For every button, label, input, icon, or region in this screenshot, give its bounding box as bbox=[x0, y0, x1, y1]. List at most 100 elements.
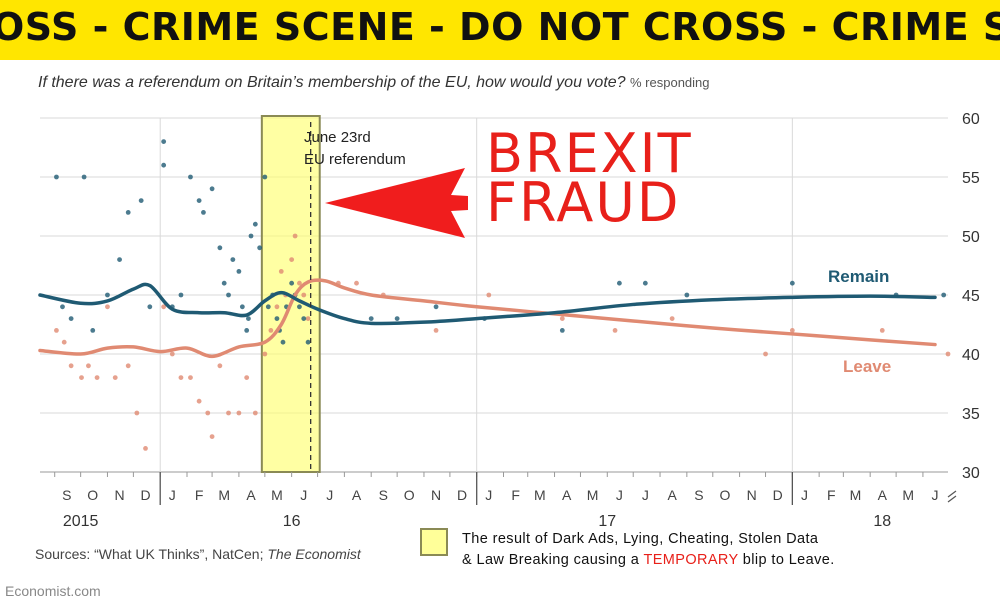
remain-poll-dot bbox=[789, 280, 795, 286]
leave-poll-dot bbox=[244, 375, 250, 380]
remain-poll-dot bbox=[178, 292, 184, 298]
y-tick-label: 35 bbox=[962, 406, 980, 423]
leave-poll-dot bbox=[354, 280, 359, 286]
remain-poll-dot bbox=[941, 292, 947, 298]
leave-poll-dot bbox=[879, 328, 885, 333]
leave-poll-dot bbox=[112, 375, 118, 380]
remain-poll-dot bbox=[616, 280, 622, 286]
remain-poll-dot bbox=[209, 186, 215, 192]
red-arrow bbox=[325, 168, 468, 238]
fraud-note: The result of Dark Ads, Lying, Cheating,… bbox=[462, 529, 835, 571]
leave-poll-dot bbox=[301, 292, 307, 298]
remain-poll-dot bbox=[394, 316, 400, 321]
note-line2-pre: & Law Breaking causing a bbox=[462, 552, 640, 568]
remain-poll-dot bbox=[161, 139, 167, 145]
tape-text: OSS - CRIME SCENE - DO NOT CROSS - CRIME… bbox=[0, 5, 1000, 49]
remain-poll-dot bbox=[368, 316, 374, 321]
subtitle-units: % responding bbox=[630, 75, 710, 90]
remain-poll-dot bbox=[105, 292, 110, 298]
leave-poll-dot bbox=[226, 410, 231, 416]
leave-poll-dot bbox=[559, 316, 565, 321]
remain-poll-dot bbox=[305, 339, 311, 345]
x-month-label: O bbox=[719, 487, 730, 503]
x-month-label: J bbox=[932, 487, 939, 503]
leave-poll-dot bbox=[289, 257, 295, 262]
x-month-label: S bbox=[694, 487, 703, 503]
leave-poll-dot bbox=[205, 410, 211, 416]
remain-poll-dot bbox=[301, 316, 307, 321]
x-year-label: 18 bbox=[873, 513, 891, 530]
leave-poll-dot bbox=[274, 304, 280, 310]
legend-highlight-swatch bbox=[420, 528, 448, 556]
remain-poll-dot bbox=[68, 316, 74, 321]
remain-poll-dot bbox=[262, 174, 268, 180]
x-month-label: A bbox=[878, 487, 888, 503]
x-month-label: J bbox=[801, 487, 808, 503]
gridlines bbox=[40, 117, 948, 473]
x-month-label: S bbox=[379, 487, 388, 503]
remain-poll-dot bbox=[236, 269, 242, 274]
remain-poll-dot bbox=[642, 280, 648, 286]
x-month-label: N bbox=[114, 487, 124, 503]
y-tick-label: 50 bbox=[962, 229, 980, 246]
leave-poll-dot bbox=[125, 363, 131, 369]
x-month-label: A bbox=[352, 487, 362, 503]
poll-chart: 60 55 50 45 40 35 30 June 23rd EU referendum B… bbox=[38, 111, 980, 530]
leave-poll-dot bbox=[134, 410, 140, 416]
leave-poll-dot bbox=[54, 328, 59, 333]
leave-poll-dot bbox=[433, 328, 439, 333]
x-year-label: 2015 bbox=[63, 513, 99, 530]
leave-poll-dot bbox=[178, 375, 184, 380]
x-month-label: D bbox=[140, 487, 150, 503]
site-credit: Economist.com bbox=[5, 583, 101, 599]
remain-poll-dot bbox=[289, 280, 295, 286]
remain-poll-dot bbox=[230, 257, 236, 262]
remain-poll-dot bbox=[161, 162, 167, 168]
leave-poll-dot bbox=[252, 410, 258, 416]
y-tick-label: 55 bbox=[962, 170, 980, 187]
remain-poll-dot bbox=[147, 304, 153, 310]
remain-poll-dot bbox=[257, 245, 263, 251]
leave-poll-dot bbox=[612, 328, 618, 333]
x-year-label: 16 bbox=[283, 513, 301, 530]
leave-poll-dot bbox=[105, 304, 110, 310]
remain-trend-line bbox=[38, 282, 937, 326]
leave-poll-dot bbox=[297, 280, 302, 286]
leave-poll-dot bbox=[278, 269, 284, 274]
remain-poll-dot bbox=[117, 257, 122, 262]
leave-poll-dot bbox=[86, 363, 91, 369]
remain-poll-dot bbox=[246, 316, 251, 321]
remain-poll-dot bbox=[196, 198, 202, 204]
remain-poll-dot bbox=[265, 304, 271, 310]
trend-lines bbox=[38, 278, 937, 359]
remain-poll-dot bbox=[125, 210, 131, 215]
x-month-label: J bbox=[169, 487, 176, 503]
x-month-label: J bbox=[300, 487, 307, 503]
x-month-label: M bbox=[271, 487, 283, 503]
x-month-label: A bbox=[562, 487, 572, 503]
note-line2: & Law Breaking causing a TEMPORARY blip … bbox=[462, 550, 835, 571]
x-month-label: M bbox=[587, 487, 599, 503]
remain-poll-dot bbox=[239, 304, 245, 310]
x-month-label: D bbox=[773, 487, 783, 503]
poll-dots bbox=[54, 139, 951, 451]
x-month-label: F bbox=[195, 487, 204, 503]
subtitle-question: If there was a referendum on Britain’s m… bbox=[38, 74, 626, 91]
leave-poll-dot bbox=[94, 375, 100, 380]
x-month-label: M bbox=[902, 487, 914, 503]
referendum-label-line2: EU referendum bbox=[304, 151, 406, 168]
y-tick-label: 45 bbox=[962, 288, 980, 305]
chart-sources: Sources: “What UK Thinks”, NatCen; The E… bbox=[35, 546, 361, 562]
leave-poll-dot bbox=[236, 410, 242, 416]
remain-poll-dot bbox=[684, 292, 690, 298]
remain-poll-dot bbox=[217, 245, 223, 251]
remain-poll-dot bbox=[280, 339, 286, 345]
remain-poll-dot bbox=[201, 210, 206, 215]
sources-prefix: Sources: “What UK Thinks”, NatCen; bbox=[35, 546, 264, 562]
leave-poll-dot bbox=[305, 316, 311, 321]
leave-poll-dot bbox=[188, 375, 193, 380]
fraud-title-line2: FRAUD bbox=[486, 171, 680, 234]
leave-poll-dot bbox=[763, 351, 768, 357]
x-month-label: O bbox=[87, 487, 98, 503]
